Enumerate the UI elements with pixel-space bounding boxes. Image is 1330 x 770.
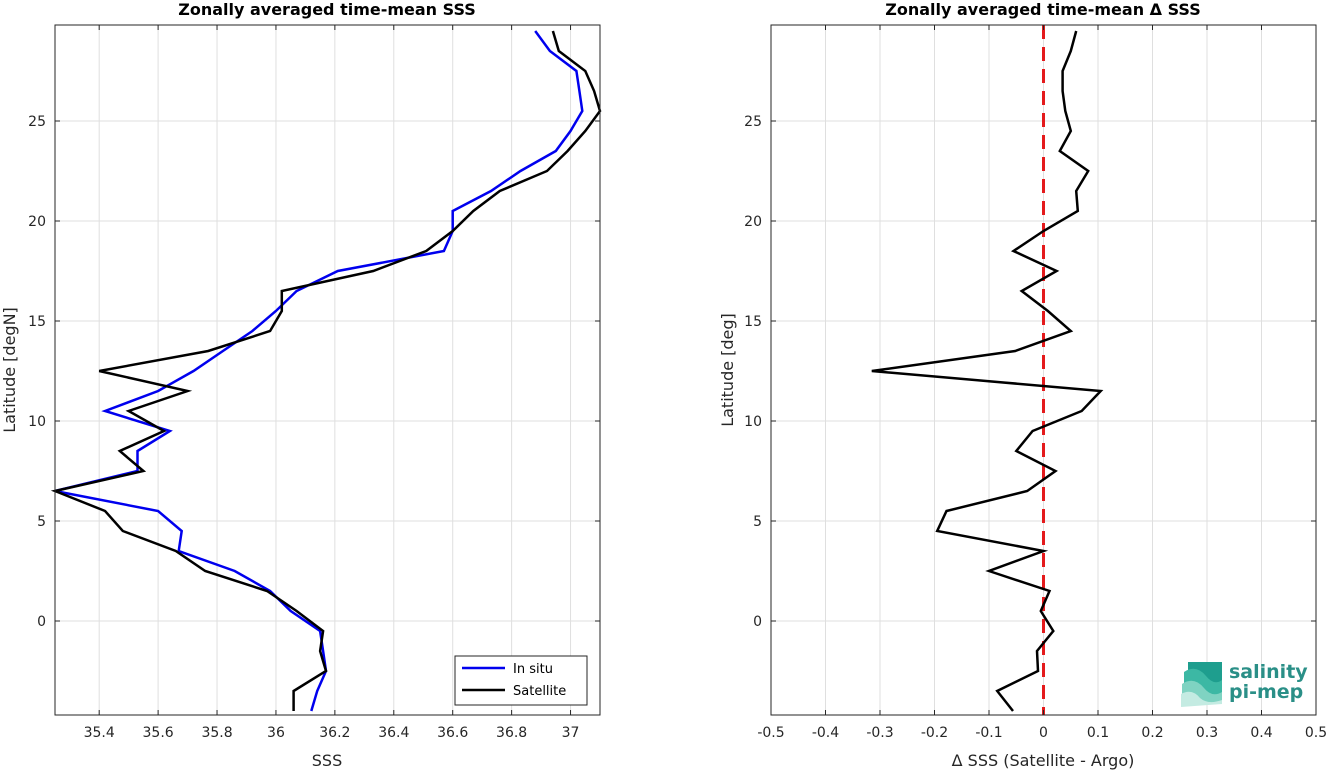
y-axis-label-right: Latitude [deg] [718, 313, 737, 427]
y-axis-label-left: Latitude [degN] [0, 307, 19, 433]
series-right [871, 30, 1104, 712]
axes-frame-left [54, 24, 601, 716]
x-tick-label-left: 37 [562, 725, 580, 741]
x-tick-label-right: 0.1 [1087, 725, 1109, 741]
x-tick-label-left: 36.8 [496, 725, 527, 741]
y-tick-label-right: 0 [753, 614, 762, 630]
x-tick-label-right: -0.3 [866, 725, 893, 741]
x-tick-label-right: 0.4 [1250, 725, 1272, 741]
y-tick-label-right: 5 [753, 514, 762, 530]
x-axis-label-left: SSS [312, 751, 342, 770]
x-tick-label-right: 0.3 [1196, 725, 1218, 741]
series-left [50, 30, 602, 712]
legend-box [454, 655, 588, 706]
y-tick-label-right: 10 [744, 414, 762, 430]
legend-label-satellite: Satellite [513, 684, 566, 699]
y-tick-label-left: 0 [37, 614, 46, 630]
logo-line1: salinity [1229, 661, 1308, 683]
salinity-pi-mep-logo: salinity pi-mep [1181, 661, 1308, 707]
y-tick-label-left: 25 [28, 114, 46, 130]
chart-left: 35.4 35.6 35.8 36 36.2 36.4 36.6 36.8 37 0 5 10 15 20… [0, 0, 602, 770]
chart-title-left: Zonally averaged time-mean SSS [178, 0, 476, 19]
x-tick-label-right: -0.5 [757, 725, 784, 741]
x-tick-label-right: -0.2 [921, 725, 948, 741]
series-line-in-situ [54, 30, 584, 712]
x-axis-label-right: Δ SSS (Satellite - Argo) [952, 751, 1135, 770]
x-tick-label-left: 36.2 [319, 725, 350, 741]
ticks-right: -0.5 -0.4 -0.3 -0.2 -0.1 0 0.1 0.2 0.3 0.4 0.5 0 5 10… [744, 25, 1327, 741]
x-tick-label-left: 35.8 [201, 725, 232, 741]
x-tick-label-left: 35.6 [143, 725, 174, 741]
x-tick-label-right: -0.1 [975, 725, 1002, 741]
grid-right [770, 25, 1317, 715]
x-tick-label-right: -0.4 [812, 725, 839, 741]
y-tick-label-left: 5 [37, 514, 46, 530]
ticks-left: 35.4 35.6 35.8 36 36.2 36.4 36.6 36.8 37 0 5 10 15 20… [28, 25, 600, 741]
y-tick-label-right: 25 [744, 114, 762, 130]
x-tick-label-right: 0.5 [1305, 725, 1327, 741]
chart-title-right: Zonally averaged time-mean Δ SSS [885, 0, 1201, 19]
wave-logo-icon [1181, 662, 1222, 707]
x-tick-label-left: 36.4 [378, 725, 409, 741]
y-tick-label-left: 15 [28, 314, 46, 330]
y-tick-label-right: 20 [744, 214, 762, 230]
x-tick-label-left: 36.6 [437, 725, 468, 741]
x-tick-label-right: 0 [1039, 725, 1048, 741]
y-tick-label-left: 10 [28, 414, 46, 430]
x-tick-label-right: 0.2 [1141, 725, 1163, 741]
series-line-satellite [50, 30, 602, 711]
chart-right: -0.5 -0.4 -0.3 -0.2 -0.1 0 0.1 0.2 0.3 0.4 0.5 0 5 10… [718, 0, 1327, 770]
y-tick-label-left: 20 [28, 214, 46, 230]
logo-line2: pi-mep [1229, 681, 1303, 703]
grid-left [55, 25, 600, 715]
series-line-delta-sss [871, 30, 1104, 712]
x-tick-label-left: 36 [267, 725, 285, 741]
x-tick-label-left: 35.4 [84, 725, 115, 741]
y-tick-label-right: 15 [744, 314, 762, 330]
legend-label-in-situ: In situ [513, 662, 553, 677]
legend: In situ Satellite [454, 655, 588, 706]
